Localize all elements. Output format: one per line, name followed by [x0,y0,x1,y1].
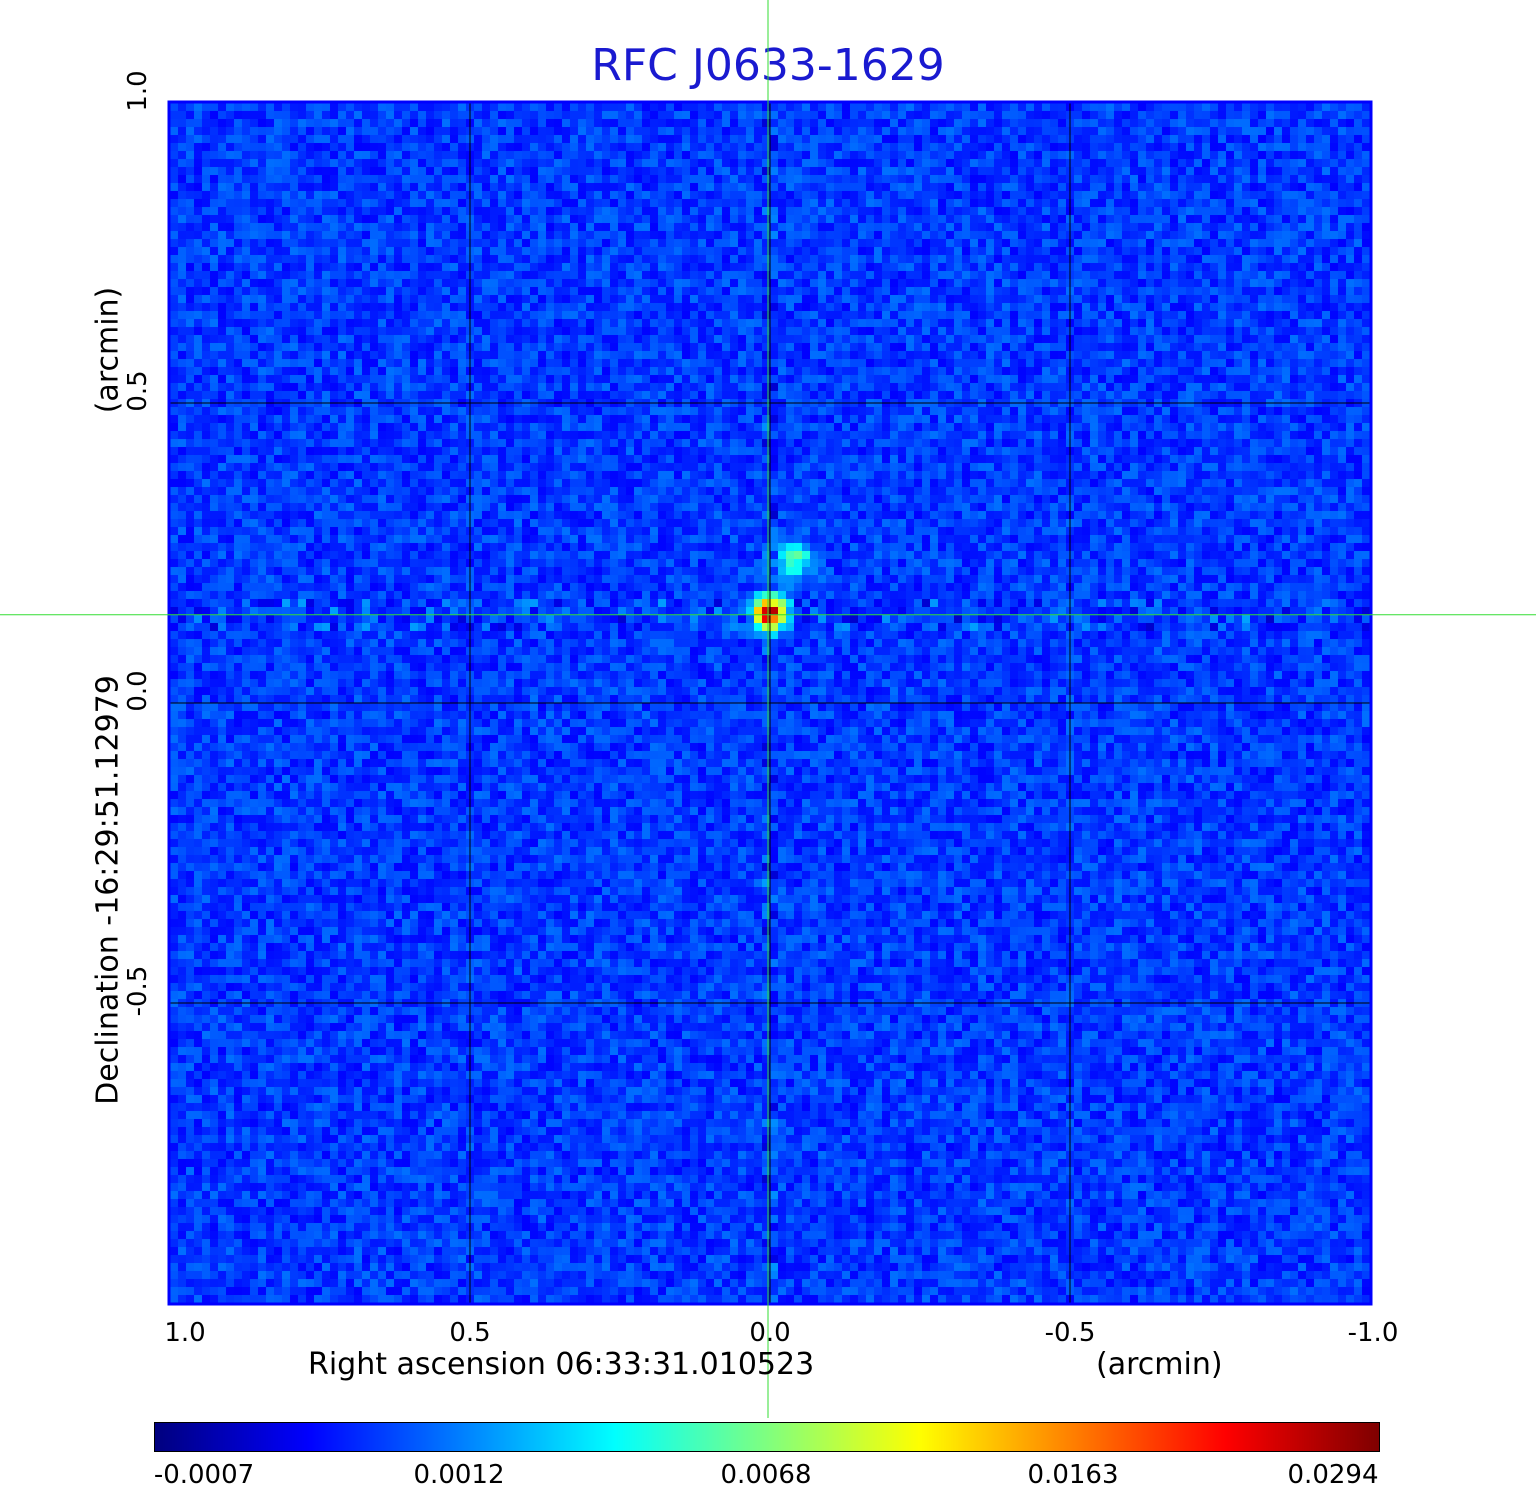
crosshair [0,0,1536,1418]
y-axis-label: Declination -16:29:51.12979 [90,675,126,1105]
x-tick-label: 0.5 [449,1318,491,1348]
y-axis-unit: (arcmin) [90,286,126,414]
y-tick-label: -0.5 [123,965,153,1017]
colorbar-tick-label: 0.0163 [1027,1460,1119,1490]
y-tick-label: 1.0 [123,70,153,112]
colorbar-tick-label: 0.0068 [720,1460,812,1490]
x-tick-label: -0.5 [1044,1318,1096,1348]
x-axis-label: Right ascension 06:33:31.010523 [308,1347,815,1382]
x-tick-label: -1.0 [1347,1318,1399,1348]
x-tick-label: 0.0 [749,1318,791,1348]
y-tick-label: 0.5 [123,370,153,412]
plot-frame [167,100,1373,1306]
colorbar-tick-label: -0.0007 [153,1460,255,1490]
colorbar-tick-label: 0.0012 [413,1460,505,1490]
x-tick-label: 1.0 [164,1318,206,1348]
y-tick-label: 0.0 [123,670,153,712]
grid [169,102,1371,1303]
x-axis-unit: (arcmin) [1096,1347,1223,1382]
colorbar-tick-label: 0.0294 [1287,1460,1379,1490]
colorbar [154,1422,1380,1452]
